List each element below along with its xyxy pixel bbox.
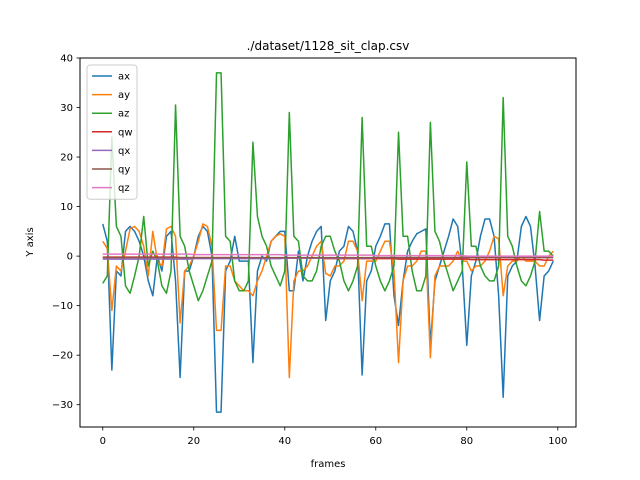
y-tick-label: 40: [60, 54, 73, 65]
legend-label-qy: qy: [118, 165, 130, 176]
x-tick-label: 40: [278, 436, 291, 447]
x-axis-title: frames: [311, 459, 346, 470]
y-tick-label: 30: [60, 103, 73, 114]
series-layer: [102, 72, 554, 413]
legend: ax ay az qw qx qy qz: [86, 64, 138, 200]
y-axis-ticks: −30 −20 −10 0 10 20 30 40: [52, 54, 80, 411]
legend-label-ay: ay: [118, 90, 130, 101]
legend-label-az: az: [118, 109, 129, 120]
y-tick-label: 20: [60, 153, 73, 164]
legend-label-qw: qw: [118, 127, 133, 138]
x-tick-label: 60: [369, 436, 382, 447]
plot-frame: [79, 57, 577, 428]
series-line-qz: [102, 253, 554, 257]
series-line-ax: [102, 215, 554, 413]
y-axis-title: Y axis: [25, 227, 36, 257]
series-line-ay: [102, 223, 554, 379]
x-tick-label: 100: [548, 436, 567, 447]
x-tick-label: 0: [100, 436, 106, 447]
legend-label-qx: qx: [118, 146, 130, 157]
y-tick-label: −30: [52, 400, 73, 411]
y-tick-label: −10: [52, 301, 73, 312]
x-axis-ticks: 0 20 40 60 80 100: [100, 427, 567, 447]
x-tick-label: 80: [460, 436, 473, 447]
legend-label-ax: ax: [118, 72, 130, 83]
x-tick-label: 20: [187, 436, 200, 447]
legend-label-qz: qz: [118, 183, 130, 194]
chart-title: ./dataset/1128_sit_clap.csv: [247, 39, 410, 53]
y-tick-label: −20: [52, 351, 73, 362]
y-tick-label: 10: [60, 202, 73, 213]
y-tick-label: 0: [67, 252, 73, 263]
